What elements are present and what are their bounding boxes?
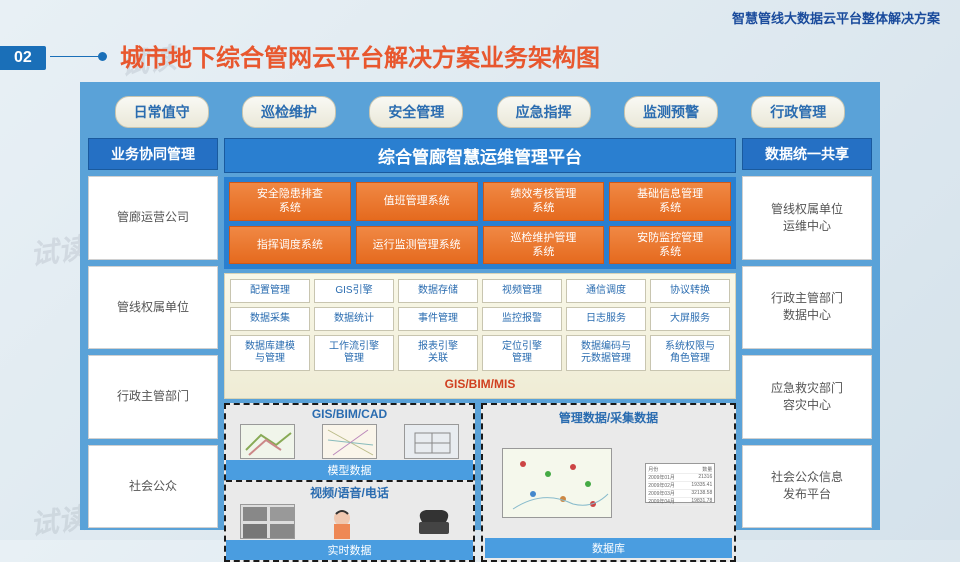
pill-monitor: 监测预警 [624, 96, 718, 128]
platform-title: 综合管廊智慧运维管理平台 [224, 138, 736, 173]
database-caption: 数据库 [485, 538, 732, 558]
pill-inspection: 巡检维护 [242, 96, 336, 128]
gis-bim-mis-label: GIS/BIM/MIS [230, 375, 730, 393]
pill-emergency: 应急指挥 [497, 96, 591, 128]
sys-inspection: 巡检维护管理系统 [483, 226, 605, 265]
slide-number-tag: 02 [0, 46, 46, 70]
mod-video: 视频管理 [482, 279, 562, 303]
mod-protocol: 协议转换 [650, 279, 730, 303]
right-col-header: 数据统一共享 [742, 138, 872, 170]
header-subtitle: 智慧管线大数据云平台整体解决方案 [732, 8, 940, 27]
sys-duty: 值班管理系统 [356, 182, 478, 221]
sys-safety: 安全隐患排查系统 [229, 182, 351, 221]
right-column: 数据统一共享 管线权属单位运维中心 行政主管部门数据中心 应急救灾部门容灾中心 … [742, 138, 872, 528]
model-thumb-3 [404, 424, 459, 459]
mod-alarm: 监控报警 [482, 307, 562, 331]
architecture-diagram: 日常值守 巡检维护 安全管理 应急指挥 监测预警 行政管理 业务协同管理 管廊运… [80, 82, 880, 530]
sys-baseinfo: 基础信息管理系统 [609, 182, 731, 221]
mod-gis: GIS引擎 [314, 279, 394, 303]
left-col-header: 业务协同管理 [88, 138, 218, 170]
data-table-thumb: 月份数量 2009年01月21316 2009年02月19335.41 2009… [645, 463, 715, 503]
right-data-panel: 管理数据/采集数据 月份数量 2009年01月21316 2009年02月193… [481, 403, 736, 562]
mod-workflow: 工作流引擎管理 [314, 335, 394, 371]
left-data-panel: GIS/BIM/CAD [224, 403, 475, 562]
modules-panel: 配置管理 GIS引擎 数据存储 视频管理 通信调度 协议转换 数据采集 数据统计… [224, 273, 736, 399]
left-column: 业务协同管理 管廊运营公司 管线权属单位 行政主管部门 社会公众 [88, 138, 218, 528]
video-voice-title: 视频/语音/电话 [226, 482, 473, 503]
top-category-row: 日常值守 巡检维护 安全管理 应急指挥 监测预警 行政管理 [88, 90, 872, 138]
right-box-emergency-center: 应急救灾部门容灾中心 [742, 355, 872, 439]
center-column: 综合管廊智慧运维管理平台 安全隐患排查系统 值班管理系统 绩效考核管理系统 基础… [224, 138, 736, 528]
mod-comm: 通信调度 [566, 279, 646, 303]
gis-cad-title: GIS/BIM/CAD [226, 405, 473, 423]
mod-screen: 大屏服务 [650, 307, 730, 331]
data-source-panels: GIS/BIM/CAD [224, 403, 736, 562]
operator-thumb [322, 504, 377, 539]
sys-command: 指挥调度系统 [229, 226, 351, 265]
mod-metadata: 数据编码与元数据管理 [566, 335, 646, 371]
tag-connector-dot [98, 52, 107, 61]
realtime-data-caption: 实时数据 [226, 540, 473, 560]
right-box-owner-center: 管线权属单位运维中心 [742, 176, 872, 260]
left-box-operator: 管廊运营公司 [88, 176, 218, 260]
mgmt-data-title: 管理数据/采集数据 [485, 407, 732, 428]
mod-permission: 系统权限与角色管理 [650, 335, 730, 371]
mod-location: 定位引擎管理 [482, 335, 562, 371]
model-data-caption: 模型数据 [226, 460, 473, 480]
sys-security: 安防监控管理系统 [609, 226, 731, 265]
video-thumb [240, 504, 295, 539]
right-box-public-platform: 社会公众信息发布平台 [742, 445, 872, 529]
pill-safety: 安全管理 [369, 96, 463, 128]
mod-event: 事件管理 [398, 307, 478, 331]
right-box-admin-center: 行政主管部门数据中心 [742, 266, 872, 350]
model-thumb-1 [240, 424, 295, 459]
left-box-owner: 管线权属单位 [88, 266, 218, 350]
sys-performance: 绩效考核管理系统 [483, 182, 605, 221]
mod-stats: 数据统计 [314, 307, 394, 331]
mod-storage: 数据存储 [398, 279, 478, 303]
left-box-admin: 行政主管部门 [88, 355, 218, 439]
phone-thumb [404, 504, 459, 539]
mod-log: 日志服务 [566, 307, 646, 331]
systems-panel: 安全隐患排查系统 值班管理系统 绩效考核管理系统 基础信息管理系统 指挥调度系统… [224, 177, 736, 269]
pill-admin: 行政管理 [751, 96, 845, 128]
sys-operation: 运行监测管理系统 [356, 226, 478, 265]
mod-dbmodel: 数据库建模与管理 [230, 335, 310, 371]
left-box-public: 社会公众 [88, 445, 218, 529]
mod-report: 报表引擎关联 [398, 335, 478, 371]
mod-config: 配置管理 [230, 279, 310, 303]
pill-daily: 日常值守 [115, 96, 209, 128]
model-thumb-2 [322, 424, 377, 459]
main-title: 城市地下综合管网云平台解决方案业务架构图 [120, 38, 600, 73]
tag-connector-line [50, 56, 100, 57]
map-thumb [502, 448, 612, 518]
mod-collect: 数据采集 [230, 307, 310, 331]
